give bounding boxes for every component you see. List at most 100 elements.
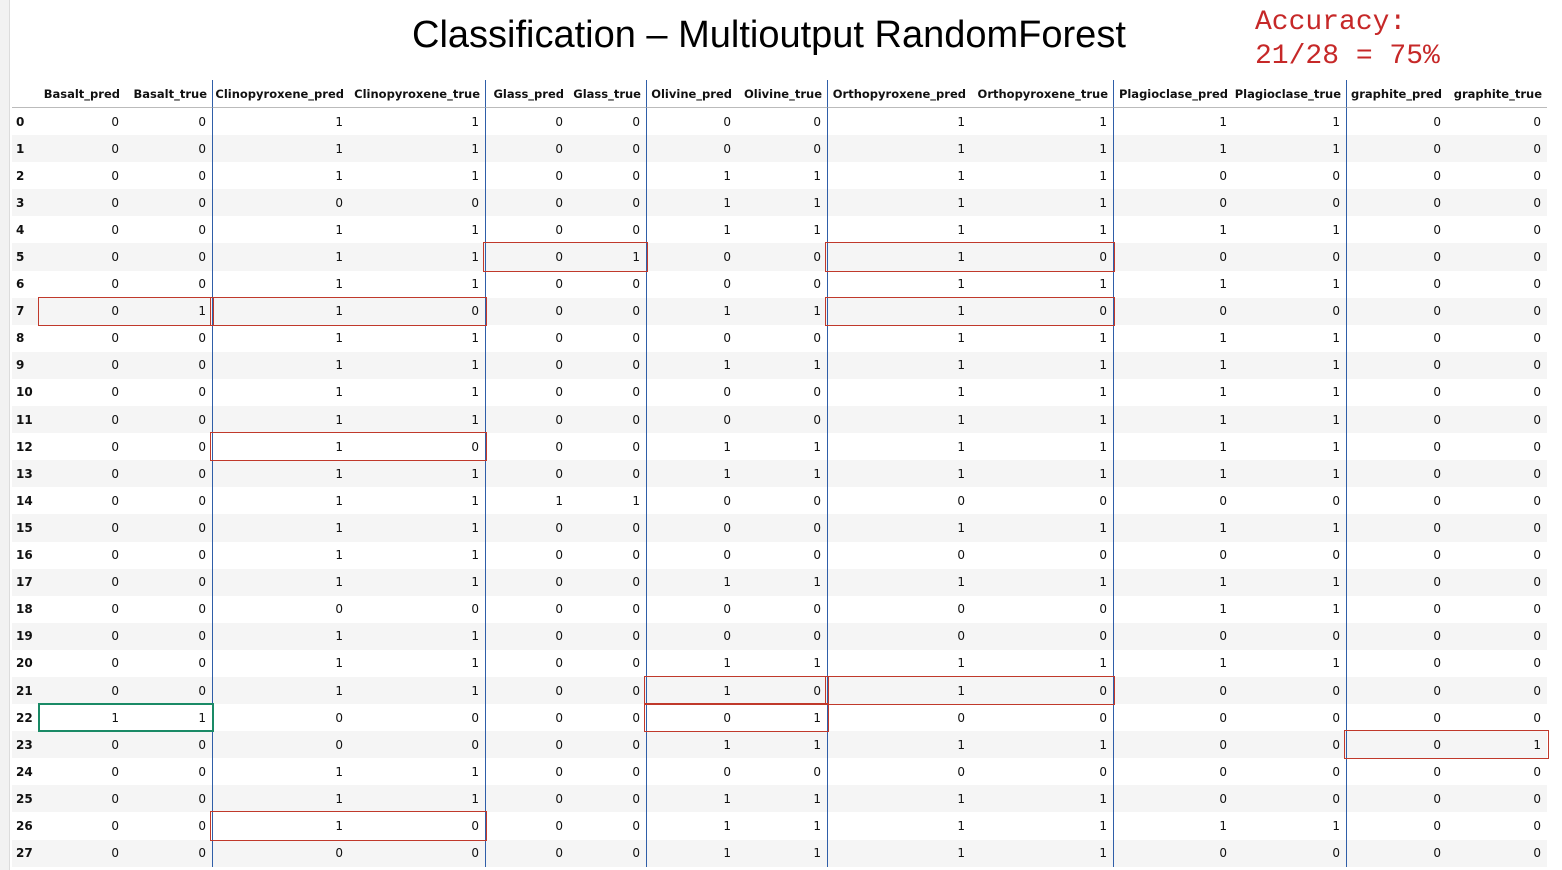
row-index: 1 <box>12 135 40 163</box>
table-cell: 0 <box>1113 731 1233 759</box>
table-cell: 0 <box>485 351 569 379</box>
table-cell: 1 <box>349 351 485 379</box>
column-header: Orthopyroxene_pred <box>827 80 971 108</box>
table-cell: 0 <box>212 595 349 623</box>
table-cell: 1 <box>349 406 485 434</box>
table-cell: 0 <box>646 406 737 434</box>
table-cell: 0 <box>485 622 569 650</box>
table-cell: 0 <box>485 433 569 461</box>
table-cell: 0 <box>1099 710 1107 725</box>
table-cell: 0 <box>485 812 569 840</box>
table-cell: 0 <box>632 385 640 400</box>
table-cell: 1 <box>737 351 827 379</box>
table-cell: 0 <box>111 439 119 454</box>
page-title: Classification – Multioutput RandomFores… <box>412 14 1126 56</box>
table-cell: 1 <box>827 162 971 190</box>
table-cell: 1 <box>349 676 485 705</box>
row-index: 11 <box>12 406 40 434</box>
table-cell: 1 <box>1113 649 1233 677</box>
table-cell: 0 <box>632 818 640 833</box>
table-cell: 0 <box>569 731 646 759</box>
table-cell: 0 <box>111 277 119 292</box>
table-cell: 1 <box>1099 277 1107 292</box>
table-cell: 1 <box>827 351 971 379</box>
table-cell: 0 <box>198 222 206 237</box>
table-cell: 0 <box>632 710 640 725</box>
table-cell: 0 <box>646 622 737 650</box>
table-cell: 0 <box>111 602 119 617</box>
table-cell: 1 <box>827 324 971 352</box>
table-cell: 1 <box>813 818 821 833</box>
table-cell: 1 <box>737 297 827 325</box>
table-cell: 0 <box>1099 602 1107 617</box>
table-cell: 0 <box>737 514 827 542</box>
row-index: 19 <box>12 622 40 650</box>
table-cell: 1 <box>813 222 821 237</box>
table-cell: 0 <box>111 331 119 346</box>
table-cell: 1 <box>1099 385 1107 400</box>
table-cell: 0 <box>1332 493 1340 508</box>
table-cell: 1 <box>212 135 349 163</box>
table-cell: 0 <box>646 324 737 352</box>
table-cell: 0 <box>827 487 971 515</box>
table-cell: 1 <box>212 351 349 379</box>
accuracy-annotation: Accuracy: 21/28 = 75% <box>1255 6 1440 74</box>
table-cell: 1 <box>212 649 349 677</box>
table-cell: 1 <box>1099 114 1107 129</box>
row-index: 18 <box>16 602 33 617</box>
column-header: graphite_true <box>1447 80 1547 108</box>
table-cell: 0 <box>1346 568 1447 596</box>
table-cell: 0 <box>1346 595 1447 623</box>
table-cell: 0 <box>198 493 206 508</box>
table-cell: 1 <box>827 135 971 163</box>
column-header: Orthopyroxene_true <box>971 80 1113 108</box>
table-cell: 0 <box>646 514 737 542</box>
column-header: Basalt_pred <box>40 80 125 108</box>
table-cell: 1 <box>212 433 349 461</box>
table-cell: 0 <box>1346 758 1447 786</box>
table-cell: 0 <box>646 487 737 515</box>
table-cell: 0 <box>971 243 1113 271</box>
table-cell: 1 <box>212 243 349 271</box>
table-cell: 0 <box>471 602 479 617</box>
table-cell: 0 <box>646 704 737 732</box>
table-cell: 0 <box>1346 406 1447 434</box>
table-cell: 1 <box>198 710 206 725</box>
table-cell: 1 <box>1099 168 1107 183</box>
table-cell: 1 <box>471 114 479 129</box>
table-cell: 0 <box>111 818 119 833</box>
table-cell: 0 <box>737 243 827 271</box>
table-cell: 0 <box>198 439 206 454</box>
table-cell: 0 <box>485 568 569 596</box>
table-cell: 0 <box>485 514 569 542</box>
table-cell: 0 <box>485 189 569 217</box>
table-cell: 0 <box>125 568 212 596</box>
table-cell: 1 <box>827 243 971 271</box>
table-cell: 1 <box>212 758 349 786</box>
table-cell: 1 <box>1332 331 1340 346</box>
table-cell: 0 <box>1346 649 1447 677</box>
table-cell: 1 <box>827 297 971 325</box>
table-cell: 1 <box>485 487 569 515</box>
table-cell: 0 <box>1346 378 1447 407</box>
table-cell: 0 <box>40 460 125 488</box>
table-cell: 0 <box>1447 135 1547 163</box>
table-cell: 1 <box>1099 818 1107 833</box>
table-cell: 0 <box>349 189 485 217</box>
accuracy-label: Accuracy: <box>1255 7 1407 38</box>
table-cell: 0 <box>646 595 737 623</box>
table-cell: 1 <box>212 297 349 325</box>
table-cell: 0 <box>1113 162 1233 190</box>
row-index: 4 <box>16 222 25 237</box>
table-cell: 1 <box>1233 351 1346 379</box>
results-table: Basalt_pred Basalt_true Clinopyroxene_pred… <box>12 80 1551 867</box>
table-cell: 0 <box>1533 222 1541 237</box>
table-cell: 1 <box>1099 656 1107 671</box>
table-cell: 0 <box>813 385 821 400</box>
table-cell: 1 <box>646 731 737 759</box>
table-cell: 0 <box>1113 676 1233 705</box>
table-cell: 1 <box>212 812 349 840</box>
table-cell: 0 <box>1346 135 1447 163</box>
row-index: 24 <box>16 764 33 779</box>
table-cell: 1 <box>1332 656 1340 671</box>
